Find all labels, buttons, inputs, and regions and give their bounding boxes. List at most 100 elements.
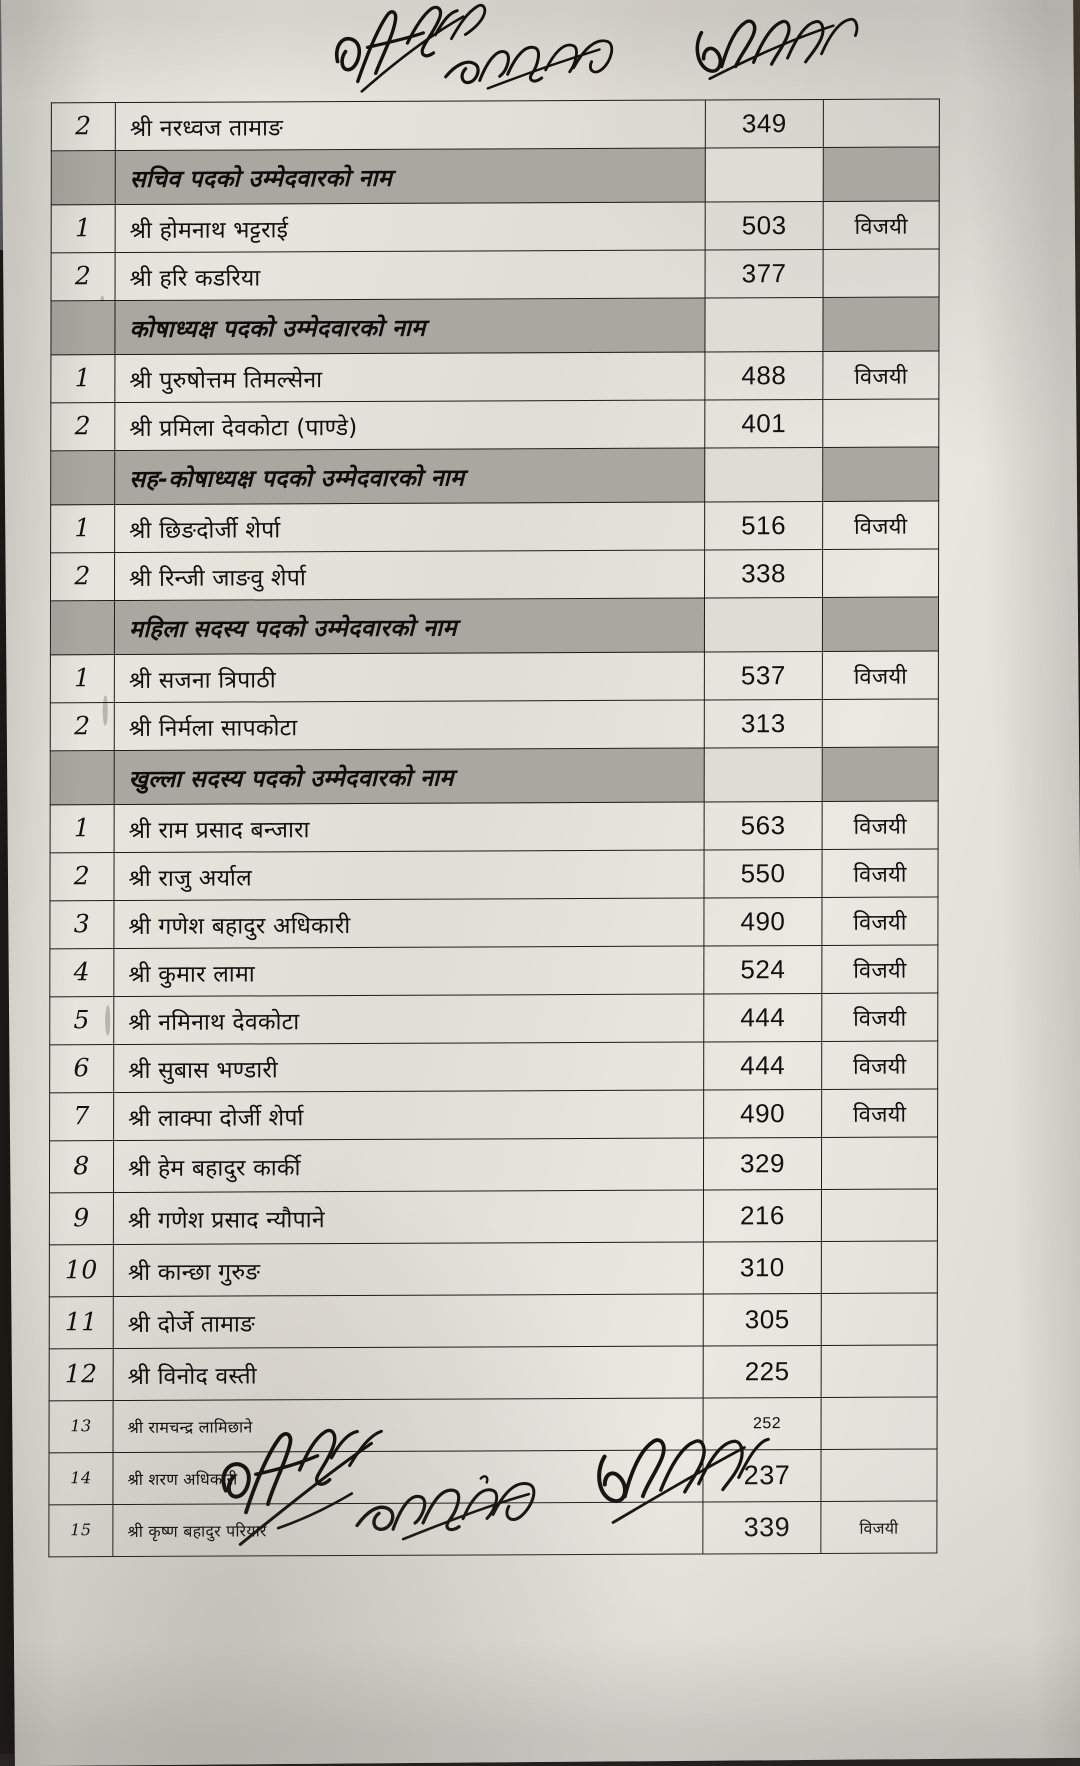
candidate-row: 1 श्री पुरुषोत्तम तिमल्सेना 488 विजयी (50, 350, 939, 403)
result-status-cell (821, 1136, 938, 1190)
signature-top-right (691, 7, 862, 88)
result-status-cell (823, 98, 940, 148)
section-title-cell: खुल्ला सदस्य पदको उम्मेदवारको नाम (114, 747, 705, 805)
result-status-cell (822, 548, 939, 598)
candidate-row: 2 श्री रिन्जी जाङवु शेर्पा 338 (50, 548, 939, 601)
candidate-row: 2 श्री हरि कडरिया 377 (51, 248, 940, 301)
vote-count-cell: 252 (703, 1397, 822, 1450)
serial-cell: 2 (51, 252, 116, 301)
section-votes-cell (704, 297, 824, 352)
candidate-name-cell: श्री नमिनाथ देवकोटा (113, 993, 704, 1045)
result-status-cell: विजयी (821, 944, 938, 994)
result-status-cell (822, 398, 939, 448)
section-result-cell (823, 146, 940, 202)
vote-count-cell: 349 (705, 99, 824, 148)
section-result-cell (822, 596, 939, 652)
candidate-name-cell: श्री रिन्जी जाङवु शेर्पा (114, 549, 705, 601)
section-serial-cell (50, 600, 115, 655)
candidate-name-cell: श्री हरि कडरिया (115, 249, 706, 301)
candidate-row: 10 श्री कान्छा गुरुङ 310 (49, 1240, 938, 1297)
result-status-cell (821, 1292, 938, 1346)
candidate-name-cell: श्री पुरुषोत्तम तिमल्सेना (114, 351, 705, 403)
result-status-cell (822, 698, 939, 748)
vote-count-cell: 444 (703, 1041, 822, 1090)
candidate-name-cell: श्री निर्मला सापकोटा (114, 699, 705, 751)
serial-cell: 15 (48, 1504, 113, 1557)
section-votes-cell (705, 147, 824, 202)
vote-count-cell: 563 (704, 801, 823, 850)
candidate-name-cell: श्री कुमार लामा (113, 945, 704, 997)
vote-count-cell: 313 (704, 699, 823, 748)
vote-count-cell: 225 (703, 1345, 822, 1398)
candidate-row: 15 श्री कृष्ण बहादुर परियार 339 विजयी (48, 1500, 937, 1557)
section-serial-cell (51, 150, 116, 205)
candidate-name-cell: श्री राम प्रसाद बन्जारा (114, 801, 705, 853)
vote-count-cell: 329 (703, 1137, 822, 1190)
candidate-name-cell: श्री गणेश प्रसाद न्यौपाने (113, 1189, 704, 1245)
candidate-name-cell: श्री होमनाथ भट्टराई (115, 201, 706, 253)
section-title-cell: सचिव पदको उम्मेदवारको नाम (115, 147, 706, 205)
serial-cell: 1 (50, 504, 115, 553)
section-serial-cell (50, 300, 116, 355)
section-result-cell (822, 296, 940, 352)
section-votes-cell (704, 447, 823, 502)
section-result-cell (822, 746, 939, 802)
candidate-name-cell: श्री नरध्वज तामाङ (115, 99, 706, 151)
result-status-cell: विजयी (822, 800, 939, 850)
candidate-row: 1 श्री छिङदोर्जी शेर्पा 516 विजयी (50, 500, 939, 553)
vote-count-cell: 537 (704, 651, 823, 700)
serial-cell: 14 (48, 1452, 114, 1505)
result-status-cell (820, 1448, 938, 1502)
serial-cell: 7 (49, 1092, 114, 1141)
section-title-cell: सह-कोषाध्यक्ष पदको उम्मेदवारको नाम (114, 447, 705, 505)
candidate-name-cell: श्री लाक्पा दोर्जी शेर्पा (113, 1089, 704, 1141)
result-status-cell: विजयी (821, 896, 938, 946)
candidate-row: 5 श्री नमिनाथ देवकोटा 444 विजयी (49, 992, 938, 1045)
vote-count-cell: 216 (703, 1189, 822, 1242)
candidate-row: 2 श्री निर्मला सापकोटा 313 (50, 698, 939, 751)
section-title-cell: कोषाध्यक्ष पदको उम्मेदवारको नाम (114, 297, 706, 355)
section-serial-cell (50, 750, 115, 805)
serial-cell: 6 (49, 1044, 114, 1093)
result-status-cell: विजयी (821, 1088, 938, 1138)
candidate-row: 12 श्री विनोद वस्ती 225 (49, 1344, 938, 1401)
vote-count-cell: 339 (702, 1501, 821, 1554)
serial-cell: 1 (50, 354, 115, 403)
candidate-row: 9 श्री गणेश प्रसाद न्यौपाने 216 (49, 1188, 938, 1245)
section-votes-cell (704, 747, 823, 802)
candidate-row: 3 श्री गणेश बहादुर अधिकारी 490 विजयी (49, 896, 938, 949)
serial-cell: 2 (50, 702, 115, 751)
result-status-cell: विजयी (821, 848, 939, 898)
serial-cell: 13 (49, 1400, 114, 1453)
candidate-name-cell: श्री हेम बहादुर कार्की (113, 1137, 704, 1193)
section-heading-row: कोषाध्यक्ष पदको उम्मेदवारको नाम (50, 296, 940, 355)
result-status-cell (821, 1240, 938, 1294)
serial-cell: 5 (49, 996, 114, 1045)
candidate-row: 13 श्री रामचन्द्र लामिछाने 252 (49, 1396, 938, 1453)
candidate-name-cell: श्री रामचन्द्र लामिछाने (113, 1397, 704, 1453)
candidate-row: 2 श्री नरध्वज तामाङ 349 (51, 98, 940, 151)
serial-cell: 2 (49, 852, 115, 901)
vote-count-cell: 524 (703, 945, 822, 994)
vote-count-cell: 401 (704, 399, 823, 448)
section-heading-row: सह-कोषाध्यक्ष पदको उम्मेदवारको नाम (50, 446, 939, 505)
result-status-cell (821, 1396, 938, 1450)
serial-cell: 1 (51, 204, 116, 253)
vote-count-cell: 516 (704, 501, 823, 550)
vote-count-cell: 490 (703, 1089, 822, 1138)
candidate-row: 1 श्री सजना त्रिपाठी 537 विजयी (50, 650, 939, 703)
vote-count-cell: 444 (703, 993, 822, 1042)
vote-count-cell: 488 (704, 351, 823, 400)
candidate-name-cell: श्री राजु अर्याल (113, 849, 705, 901)
section-heading-row: सचिव पदको उम्मेदवारको नाम (51, 146, 940, 205)
election-results-table: 2 श्री नरध्वज तामाङ 349 सचिव पदको उम्मेदवार… (48, 98, 940, 1557)
candidate-name-cell: श्री सजना त्रिपाठी (114, 651, 705, 703)
candidate-name-cell: श्री प्रमिला देवकोटा (पाण्डे) (114, 399, 705, 451)
candidate-name-cell: श्री शरण अधिकारी (112, 1449, 704, 1505)
serial-cell: 4 (49, 948, 114, 997)
serial-cell: 2 (50, 402, 115, 451)
serial-cell: 2 (50, 552, 115, 601)
result-status-cell (823, 248, 940, 298)
result-status-cell: विजयी (820, 1500, 937, 1554)
candidate-name-cell: श्री गणेश बहादुर अधिकारी (113, 897, 704, 949)
